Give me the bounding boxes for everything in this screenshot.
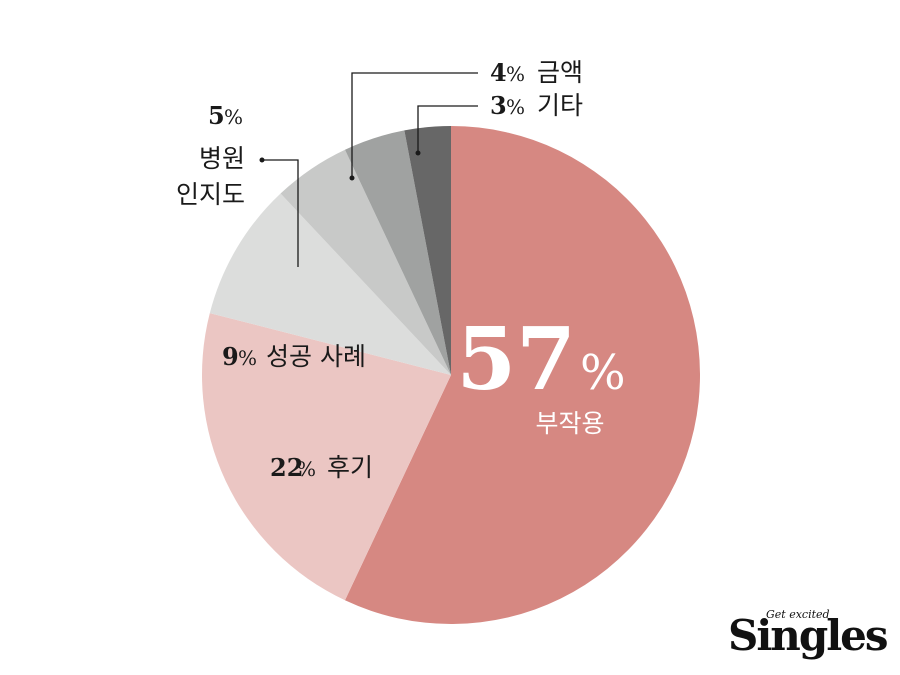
hospital-percent-sign: % <box>224 105 243 129</box>
callout-line-money <box>351 72 478 178</box>
side-effects-label: 부작용 <box>535 409 604 438</box>
slice-label-side-effects: 57 % 부작용 <box>456 309 625 438</box>
slice-side-effects <box>344 125 701 625</box>
callout-lines <box>262 72 478 267</box>
slice-label-success: 9 % 성공 사례 <box>222 342 366 371</box>
callout-dot-money <box>349 175 355 181</box>
other-percent-sign: % <box>506 95 525 119</box>
callout-line-other <box>417 105 478 153</box>
slice-reviews <box>201 313 451 601</box>
slice-label-hospital: 5 % 병원 인지도 <box>176 101 245 209</box>
reviews-percent-value: 22 <box>270 453 303 482</box>
hospital-percent-value: 5 <box>208 101 225 130</box>
money-label: 금액 <box>537 58 583 87</box>
money-percent-value: 4 <box>490 58 507 87</box>
hospital-label-line2: 인지도 <box>176 180 245 209</box>
slice-label-reviews: 22 % 후기 <box>270 453 373 482</box>
success-label: 성공 사례 <box>266 342 366 371</box>
slice-money <box>344 130 451 375</box>
reviews-percent-sign: % <box>297 457 316 481</box>
side-effects-percent-value: 57 <box>456 309 576 410</box>
slice-other <box>404 126 451 375</box>
singles-logo: Get excited Singles <box>728 608 889 660</box>
slice-success-stories <box>209 193 451 375</box>
callout-line-hospital <box>262 159 299 267</box>
other-percent-value: 3 <box>490 91 507 120</box>
logo-wordmark: Singles <box>728 611 887 660</box>
logo-tagline: Get excited <box>766 608 830 621</box>
reviews-label: 후기 <box>327 453 373 482</box>
slice-hospital-awareness <box>280 149 451 375</box>
pie-slices <box>201 125 701 625</box>
slice-label-money: 4 % 금액 <box>490 58 583 87</box>
callout-dot-hospital <box>259 157 265 163</box>
callout-dot-other <box>415 150 421 156</box>
hospital-label-line1: 병원 <box>199 144 245 173</box>
slice-label-other: 3 % 기타 <box>490 91 583 120</box>
success-percent-sign: % <box>238 346 257 370</box>
money-percent-sign: % <box>506 62 525 86</box>
callout-dots <box>259 150 421 181</box>
side-effects-percent-sign: % <box>580 345 626 401</box>
success-percent-value: 9 <box>222 342 239 371</box>
other-label: 기타 <box>537 91 583 120</box>
